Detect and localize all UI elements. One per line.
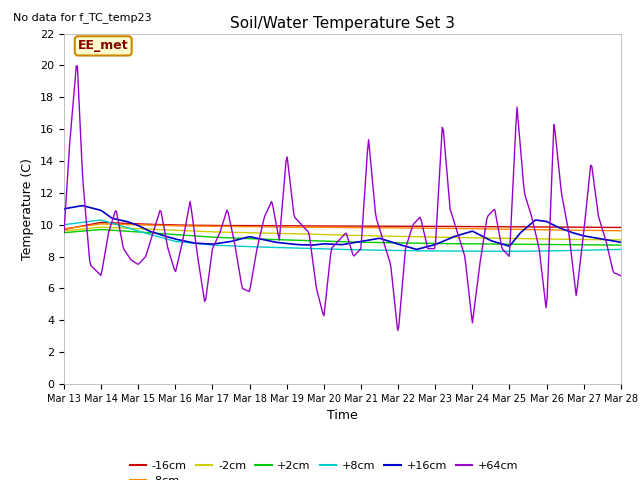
X-axis label: Time: Time xyxy=(327,409,358,422)
Y-axis label: Temperature (C): Temperature (C) xyxy=(22,158,35,260)
Text: No data for f_TC_temp23: No data for f_TC_temp23 xyxy=(13,12,152,23)
Title: Soil/Water Temperature Set 3: Soil/Water Temperature Set 3 xyxy=(230,16,455,31)
Legend: -16cm, -8cm, -2cm, +2cm, +8cm, +16cm, +64cm: -16cm, -8cm, -2cm, +2cm, +8cm, +16cm, +6… xyxy=(125,456,523,480)
Text: EE_met: EE_met xyxy=(78,39,129,52)
